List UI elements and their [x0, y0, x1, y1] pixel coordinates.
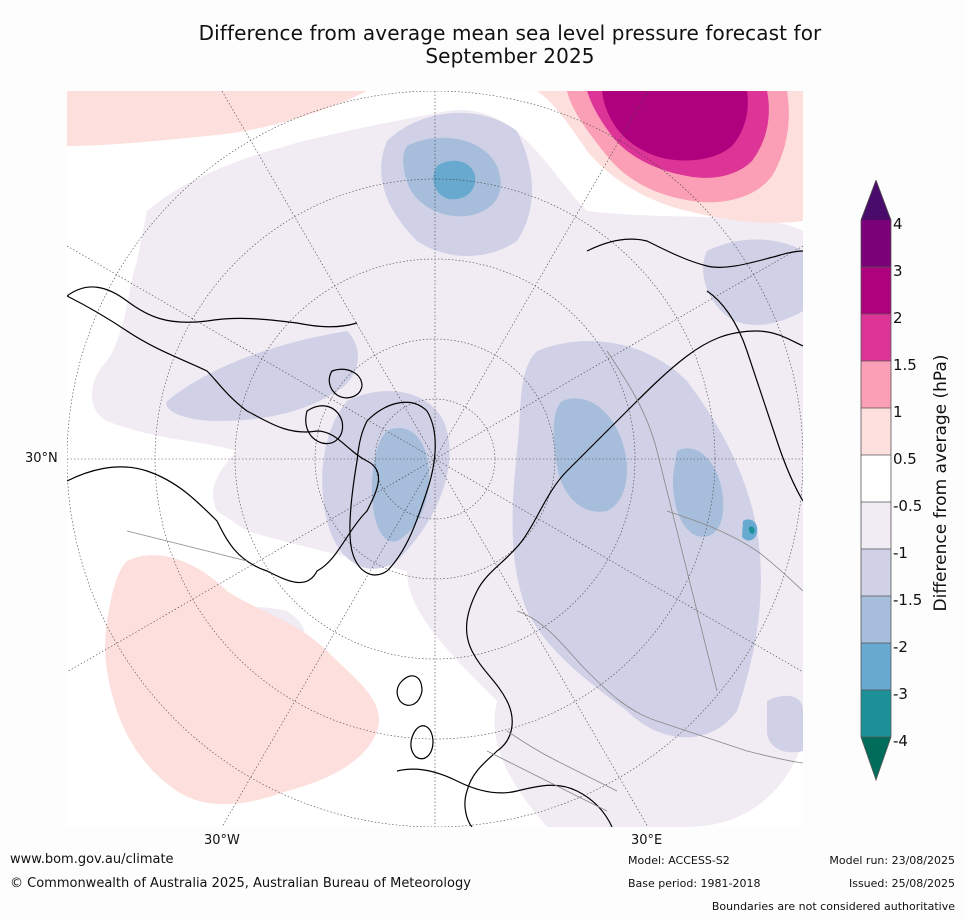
colorbar-tick-1-5: 1.5: [893, 356, 917, 374]
colorbar-tick-2: 2: [893, 309, 903, 327]
country-boundaries: [126, 350, 803, 812]
colorbar-tick-m3: -3: [893, 685, 908, 703]
positive-region-north-atlantic: [105, 555, 379, 805]
anomaly-map: [67, 91, 803, 827]
colorbar-tick-m1: -1: [893, 544, 908, 562]
lat-label-30n: 30°N: [25, 451, 58, 466]
chart-title-line1: Difference from average mean sea level p…: [198, 21, 822, 45]
coast-ellesmere: [328, 368, 363, 399]
colorbar-tick-m1-5: -1.5: [893, 591, 923, 609]
coast-mediterranean: [396, 768, 613, 827]
colorbar-tick-m0-5: -0.5: [893, 497, 923, 515]
footer-boundaries-note: Boundaries are not considered authoritat…: [711, 900, 955, 913]
colorbar-title: Difference from average (hPa): [931, 354, 951, 612]
footer-issued: Issued: 25/08/2025: [848, 877, 955, 890]
footer-base-period: Base period: 1981-2018: [628, 877, 761, 890]
colorbar-tick-1: 1: [893, 403, 903, 421]
anomaly-band-m15-m2: [372, 137, 724, 542]
core-negative-asia-deep: [748, 526, 755, 534]
strong-negative-greenland: [372, 427, 430, 542]
coast-kamchatka-east-asia: [706, 290, 803, 502]
positive-region-northwest: [67, 91, 367, 146]
coast-north-america: [67, 295, 380, 584]
coast-eurasia-north: [476, 330, 803, 592]
footer-url[interactable]: www.bom.gov.au/climate: [10, 852, 174, 867]
colorbar-under-triangle: [861, 737, 891, 780]
strong-negative-siberia-east: [672, 448, 724, 537]
colorbar-tick-3: 3: [893, 262, 903, 280]
colorbar-band-3-4: [861, 220, 891, 267]
border-siberia-internal: [606, 350, 718, 692]
coast-greenland: [349, 401, 436, 576]
lon-label-30e: 30°E: [631, 833, 663, 848]
colorbar-band-15-2: [861, 314, 891, 361]
colorbar-band-m1-m15: [861, 549, 891, 596]
colorbar: [856, 179, 965, 790]
colorbar-over-triangle: [861, 180, 891, 220]
footer-copyright: © Commonwealth of Australia 2025, Austra…: [10, 876, 471, 891]
colorbar-band-m2-m3: [861, 643, 891, 690]
positive-region-north-pacific-core: [602, 91, 748, 161]
coastlines: [67, 238, 803, 827]
chart-title-line2: September 2025: [425, 44, 595, 68]
negative-region-okhotsk: [703, 239, 803, 326]
lon-label-30w: 30°W: [204, 833, 240, 848]
border-us-canada: [126, 530, 248, 562]
border-europe-2: [486, 750, 608, 812]
colorbar-band-1-15: [861, 361, 891, 408]
coast-scandinavia-europe: [464, 590, 513, 827]
colorbar-tick-m4: -4: [893, 732, 908, 750]
colorbar-tick-4: 4: [893, 215, 903, 233]
coast-baffin: [305, 405, 344, 445]
colorbar-band-2-3: [861, 267, 891, 314]
colorbar-band-m05-m1: [861, 502, 891, 549]
coast-alaska: [67, 286, 358, 328]
border-russia-south: [516, 610, 803, 764]
coast-uk: [410, 725, 434, 760]
colorbar-band-m3-m4: [861, 690, 891, 737]
anomaly-band-m3-m4: [748, 526, 755, 534]
anomaly-band-2-3: [602, 91, 748, 161]
border-mongolia-china: [666, 510, 803, 592]
footer-model-run: Model run: 23/08/2025: [829, 854, 955, 867]
negative-region-asia-edge: [767, 695, 803, 753]
colorbar-band-neutral: [861, 455, 891, 502]
colorbar-tick-m2: -2: [893, 638, 908, 656]
core-negative-north-atlantic: [433, 160, 476, 200]
colorbar-tick-0-5: 0.5: [893, 450, 917, 468]
strong-negative-siberia-west: [553, 398, 627, 512]
colorbar-band-05-1: [861, 408, 891, 455]
border-europe-1: [506, 730, 618, 792]
negative-region-canada: [166, 331, 358, 421]
coast-iceland: [396, 675, 423, 706]
colorbar-band-m15-m2: [861, 596, 891, 643]
map-panel: [67, 91, 803, 827]
coast-east-siberia: [586, 238, 803, 268]
footer-model: Model: ACCESS-S2: [628, 854, 730, 867]
